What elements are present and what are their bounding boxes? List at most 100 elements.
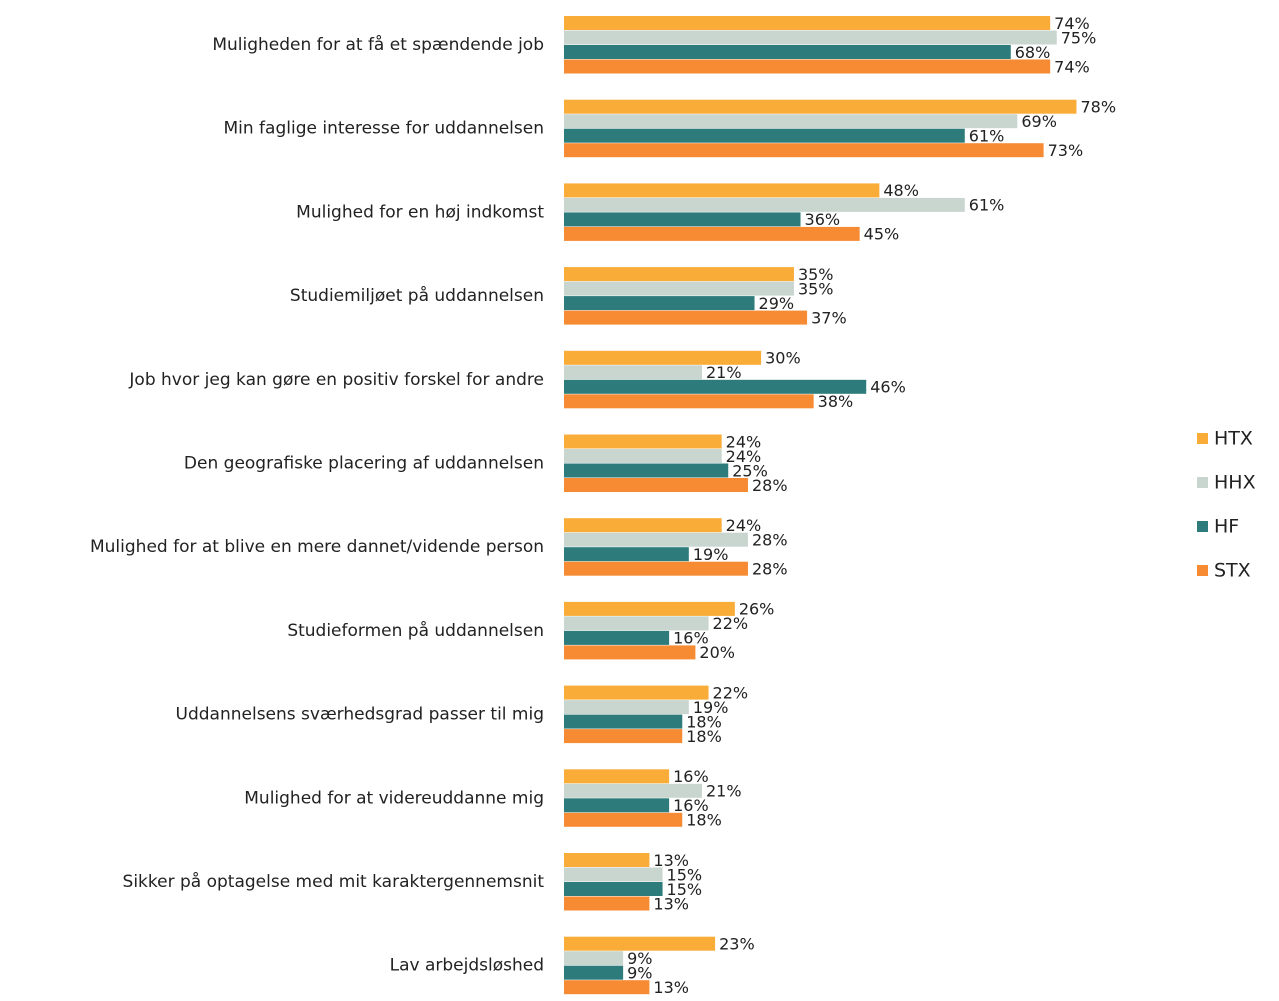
bar [564, 310, 808, 325]
bar [564, 896, 650, 911]
bar [564, 645, 696, 660]
legend-label: HTX [1214, 428, 1253, 450]
value-label: 35% [798, 279, 834, 298]
bar [564, 16, 1051, 30]
value-label: 19% [693, 698, 729, 717]
legend-swatch [1197, 565, 1208, 576]
category-label: Min faglige interesse for uddannelsen [223, 119, 544, 139]
value-label: 16% [673, 767, 709, 786]
bar [564, 601, 735, 616]
value-label: 15% [667, 880, 703, 899]
value-label: 61% [969, 126, 1005, 145]
bar [564, 532, 748, 547]
bar [564, 463, 729, 478]
value-label: 13% [653, 978, 689, 997]
bar [564, 365, 702, 380]
value-label: 26% [739, 600, 775, 619]
bar [564, 882, 663, 896]
bar [564, 45, 1011, 59]
category-label: Sikker på optagelse med mit karaktergenn… [123, 871, 545, 892]
value-label: 16% [673, 629, 709, 648]
bar [564, 798, 670, 813]
value-label: 22% [713, 614, 749, 633]
bar [564, 867, 663, 882]
bar [564, 853, 650, 867]
bar [564, 769, 670, 784]
value-label: 28% [752, 530, 788, 549]
value-label: 48% [883, 181, 919, 200]
bar [564, 547, 689, 562]
bar [564, 729, 683, 744]
bar [564, 449, 722, 463]
bar [564, 128, 965, 143]
bar [564, 30, 1057, 45]
bar [564, 685, 709, 700]
value-label: 18% [686, 712, 722, 731]
value-label: 35% [798, 265, 834, 284]
value-label: 69% [1021, 112, 1057, 131]
value-label: 46% [870, 378, 906, 397]
bar [564, 700, 689, 715]
category-label: Muligheden for at få et spændende job [212, 34, 544, 55]
value-label: 23% [719, 934, 755, 953]
legend-swatch [1197, 433, 1208, 444]
bar [564, 183, 880, 198]
value-label: 16% [673, 796, 709, 815]
bar [564, 267, 794, 282]
bar [564, 561, 748, 576]
bar [564, 197, 965, 212]
value-label: 38% [818, 392, 854, 411]
bar [564, 394, 814, 409]
category-label: Mulighed for at videreuddanne mig [244, 788, 544, 808]
bar [564, 951, 624, 966]
category-label: Lav arbejdsløshed [390, 956, 544, 976]
category-label: Studiemiljøet på uddannelsen [290, 285, 544, 306]
value-label: 24% [726, 516, 762, 535]
bar [564, 616, 709, 631]
value-label: 9% [627, 963, 652, 982]
category-label: Uddannelsens sværhedsgrad passer til mig [176, 705, 544, 725]
bar [564, 212, 801, 227]
bar [564, 478, 748, 492]
value-label: 21% [706, 782, 742, 801]
value-label: 74% [1054, 14, 1090, 33]
value-label: 36% [805, 210, 841, 229]
value-label: 15% [667, 865, 703, 884]
legend-label: STX [1214, 560, 1251, 582]
category-label: Mulighed for at blive en mere dannet/vid… [90, 537, 544, 557]
value-label: 29% [759, 294, 795, 313]
bar [564, 143, 1044, 158]
value-label: 78% [1080, 97, 1116, 116]
bar [564, 296, 755, 311]
value-label: 25% [732, 461, 768, 480]
bar [564, 630, 670, 645]
bar [564, 379, 867, 394]
legend-label: HF [1214, 516, 1239, 538]
value-label: 9% [627, 949, 652, 968]
value-label: 22% [713, 683, 749, 702]
bar [564, 114, 1018, 129]
value-label: 18% [686, 811, 722, 830]
value-label: 30% [765, 349, 801, 368]
bar [564, 812, 683, 827]
value-label: 75% [1061, 28, 1097, 47]
value-label: 21% [706, 363, 742, 382]
value-label: 45% [864, 225, 900, 244]
value-label: 20% [699, 643, 735, 662]
bar [564, 965, 624, 980]
bar [564, 936, 716, 951]
legend-swatch [1197, 521, 1208, 532]
value-label: 13% [653, 851, 689, 870]
value-label: 61% [969, 196, 1005, 215]
category-label: Job hvor jeg kan gøre en positiv forskel… [128, 370, 544, 390]
value-label: 24% [726, 447, 762, 466]
category-label: Mulighed for en høj indkomst [296, 202, 544, 222]
bar [564, 714, 683, 729]
bar [564, 59, 1051, 74]
value-label: 28% [752, 559, 788, 578]
value-label: 74% [1054, 57, 1090, 76]
value-label: 37% [811, 308, 847, 327]
legend-swatch [1197, 477, 1208, 488]
value-label: 13% [653, 894, 689, 913]
